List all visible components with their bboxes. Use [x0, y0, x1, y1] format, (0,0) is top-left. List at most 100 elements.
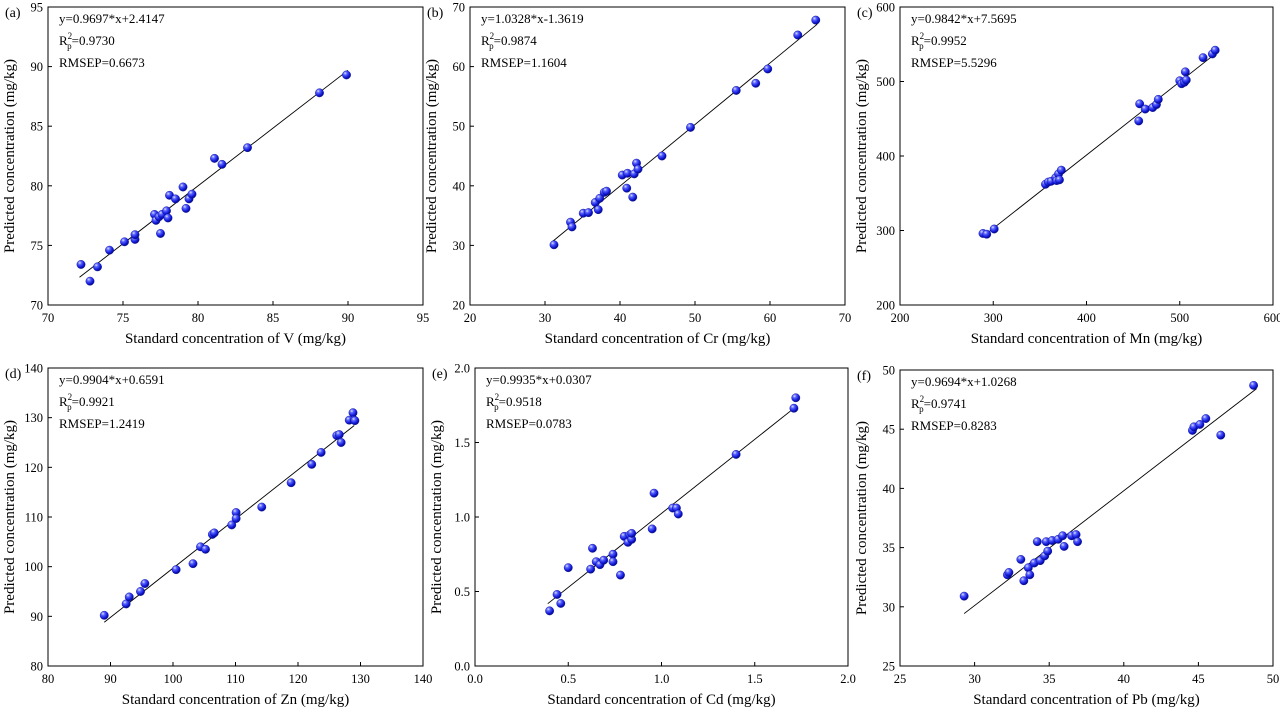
r2-text: R2 p=0.9952: [911, 31, 967, 51]
data-point: [982, 229, 992, 239]
x-tick-label: 110: [226, 672, 244, 686]
data-point: [99, 610, 109, 620]
data-point: [315, 88, 324, 98]
y-tick-label: 80: [31, 179, 44, 193]
rmsep-text: RMSEP=0.6673: [59, 55, 145, 70]
data-point: [210, 153, 219, 163]
y-tick-label: 1.5: [454, 436, 470, 450]
y-axis-title: Predicted concentration (mg/kg): [2, 420, 18, 614]
y-axis-title: Predicted concentration (mg/kg): [854, 421, 870, 615]
r2-value: =0.9518: [499, 394, 542, 409]
r2-value: =0.9921: [72, 394, 115, 409]
data-point: [793, 30, 803, 40]
r2-superscript: 2: [68, 392, 73, 402]
y-tick-label: 25: [883, 660, 896, 674]
data-point: [1180, 67, 1190, 77]
y-tick-label: 1.0: [454, 511, 470, 525]
x-tick-label: 25: [894, 672, 907, 686]
y-tick-label: 30: [453, 239, 466, 253]
data-point: [811, 15, 821, 25]
data-point: [616, 570, 625, 580]
r2-value: =0.9741: [924, 396, 967, 411]
data-point: [188, 559, 198, 569]
y-axis-title: Predicted concentration (mg/kg): [854, 59, 870, 253]
plot-frame: [47, 6, 424, 306]
y-tick-label: 120: [24, 461, 43, 475]
x-tick-label: 300: [984, 311, 1003, 325]
data-point: [231, 514, 241, 523]
data-point: [120, 237, 129, 247]
data-point: [1043, 546, 1053, 556]
data-point: [608, 557, 618, 567]
data-point: [1025, 570, 1035, 580]
regression-equation: y=0.9697*x+2.4147: [59, 11, 165, 26]
data-point: [1153, 94, 1163, 104]
r2-superscript: 2: [920, 31, 925, 41]
data-point: [608, 549, 618, 559]
panel-a: 70 75 80 85 90 95 70 75 80 85 90 95 Standard concent…: [2, 1, 429, 348]
x-tick-label: 2.0: [840, 672, 856, 686]
y-axis-title: Predicted concentration (mg/kg): [424, 59, 440, 253]
r2-subscript: p: [67, 402, 72, 412]
y-tick-label: 30: [883, 600, 896, 614]
r2-text: R2 p=0.9730: [59, 31, 115, 51]
data-point: [1201, 414, 1211, 423]
data-point: [124, 592, 134, 602]
x-tick-label: 50: [1267, 672, 1280, 686]
data-point: [584, 208, 593, 218]
data-point: [1140, 104, 1150, 114]
r2-text: R2 p=0.9921: [59, 392, 115, 412]
y-tick-label: 2.0: [454, 362, 470, 376]
y-tick-label: 70: [453, 1, 466, 15]
x-tick-label: 60: [764, 311, 777, 325]
y-tick-label: 40: [453, 179, 466, 193]
regression-line: [963, 388, 1257, 614]
r2-subscript: p: [489, 41, 494, 51]
x-tick-label: 85: [267, 311, 280, 325]
x-tick-label: 80: [192, 311, 205, 325]
y-tick-label: 50: [453, 120, 466, 134]
x-tick-label: 0.0: [467, 672, 483, 686]
data-point: [1135, 99, 1145, 109]
data-point: [622, 183, 632, 193]
r2-text: R2 p=0.9874: [481, 31, 537, 51]
x-axis-title: Standard concentration of V (mg/kg): [125, 331, 346, 347]
r2-symbol: R: [59, 394, 68, 409]
data-point: [588, 543, 597, 553]
panel-label: (d): [5, 367, 22, 382]
data-point: [563, 563, 573, 573]
y-tick-label: 500: [876, 75, 895, 89]
data-point: [959, 591, 969, 601]
y-axis-title: Predicted concentration (mg/kg): [429, 420, 445, 614]
y-axis-title: Predicted concentration (mg/kg): [2, 59, 18, 253]
data-point: [1249, 380, 1259, 390]
data-point: [1198, 53, 1208, 63]
data-point: [181, 204, 191, 213]
y-tick-label: 45: [883, 423, 896, 437]
data-point: [342, 70, 351, 80]
y-tick-label: 600: [876, 1, 895, 15]
data-point: [647, 524, 657, 534]
data-point: [187, 189, 197, 199]
data-point: [549, 240, 559, 250]
data-point: [1058, 531, 1068, 541]
data-point: [209, 528, 219, 538]
panel-c: 200 300 400 500 600 200 300 400 500 600 Standard c…: [854, 1, 1280, 348]
regression-equation: y=0.9842*x+7.5695: [911, 11, 1017, 26]
regression-line: [79, 69, 349, 278]
data-point: [1073, 537, 1082, 547]
data-point: [156, 229, 165, 238]
x-tick-label: 95: [417, 311, 430, 325]
data-point: [307, 459, 317, 469]
y-tick-label: 300: [876, 224, 895, 238]
rmsep-text: RMSEP=5.5296: [911, 55, 997, 70]
r2-value: =0.9874: [494, 33, 538, 48]
x-axis-title: Standard concentration of Pb (mg/kg): [973, 692, 1200, 708]
panel-label: (a): [5, 6, 21, 21]
y-tick-label: 50: [883, 364, 896, 378]
panel-label: (e): [432, 367, 448, 382]
r2-superscript: 2: [68, 31, 73, 41]
data-point: [989, 224, 999, 234]
y-tick-label: 110: [25, 511, 43, 525]
y-tick-label: 90: [31, 610, 44, 624]
